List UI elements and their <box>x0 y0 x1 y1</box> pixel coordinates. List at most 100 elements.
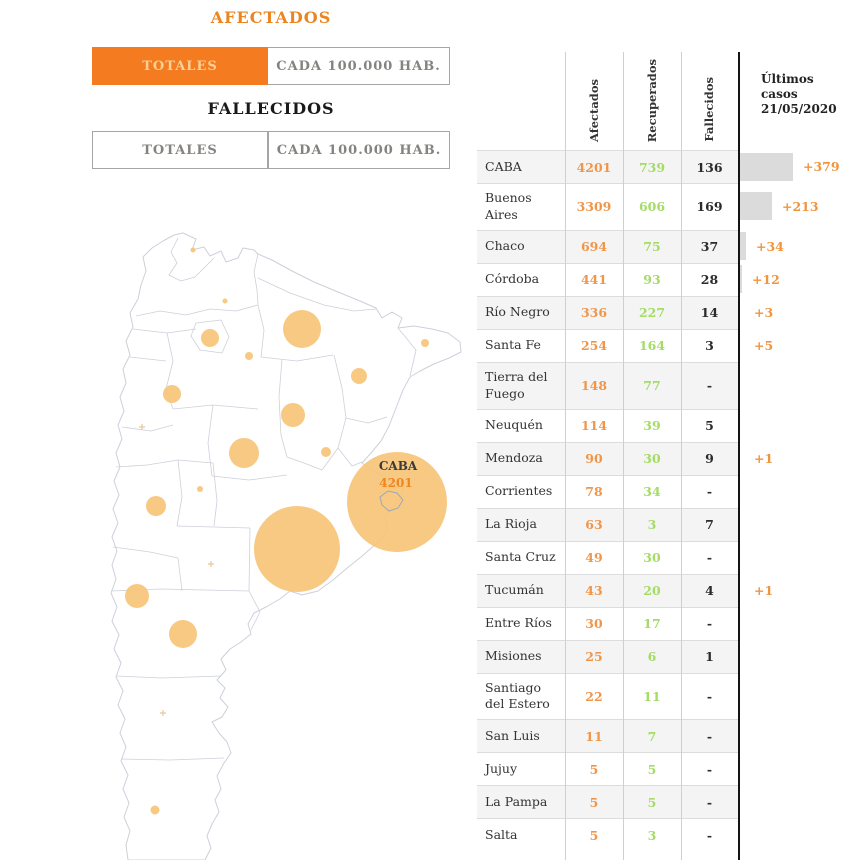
column-divider-1 <box>565 52 566 860</box>
case-bubble-chaco[interactable] <box>283 310 321 348</box>
afectados-value: 336 <box>580 305 608 321</box>
recuperados-value: 30 <box>643 451 661 466</box>
new-cases-cell <box>740 541 860 574</box>
fallecidos-value: 9 <box>705 451 714 466</box>
fallecidos-value: - <box>706 728 713 744</box>
recuperados-value: 3 <box>647 517 657 532</box>
afectados-value: 441 <box>580 272 608 288</box>
case-bubble-santa-cruz[interactable] <box>150 805 160 815</box>
recuperados-value: 164 <box>638 338 666 354</box>
province-name: Jujuy <box>485 760 518 776</box>
case-bubble-neuquen[interactable] <box>125 584 149 608</box>
table-row: Jujuy 5 5 - <box>477 752 860 786</box>
small-cases-marker-la-pampa <box>208 561 214 567</box>
new-cases-cell <box>740 508 860 541</box>
fallecidos-tab-totales[interactable]: TOTALES <box>92 131 268 169</box>
case-bubble-salta[interactable] <box>222 298 228 304</box>
province-name: Entre Ríos <box>485 615 552 631</box>
table-row: Córdoba 441 93 28 +12 <box>477 262 860 296</box>
new-cases-value: +34 <box>756 238 784 254</box>
case-bubble-la-rioja[interactable] <box>163 385 181 403</box>
new-cases-cell: +213 <box>740 183 860 230</box>
province-name: Misiones <box>485 648 542 664</box>
province-name: Córdoba <box>485 271 540 287</box>
new-cases-cell <box>740 409 860 442</box>
fallecidos-tab-per-100000[interactable]: CADA 100.000 HAB. <box>268 131 450 169</box>
table-row: Mendoza 90 30 9 +1 <box>477 441 860 475</box>
column-divider-black <box>738 52 740 860</box>
case-bubble-buenos-aires[interactable] <box>254 506 340 592</box>
recuperados-value: 739 <box>638 159 666 175</box>
afectados-value: 5 <box>589 827 599 843</box>
fallecidos-value: - <box>706 484 713 499</box>
table-row: Tierra del Fuego 148 77 - <box>477 361 860 409</box>
new-cases-value: +12 <box>752 271 780 287</box>
afectados-value: 25 <box>585 649 603 664</box>
fallecidos-tab-group: TOTALES CADA 100.000 HAB. <box>92 131 450 169</box>
case-bubble-rio-negro[interactable] <box>169 620 197 648</box>
new-cases-cell: +5 <box>740 329 860 362</box>
fallecidos-value: - <box>706 550 713 565</box>
new-cases-bar <box>740 152 793 181</box>
fallecidos-value: 169 <box>696 199 723 215</box>
table-row: Misiones 25 6 1 <box>477 639 860 673</box>
new-cases-bar <box>740 265 742 294</box>
table-header: Afectados Recuperados Fallecidos Últimos… <box>477 50 860 150</box>
afectados-value: 49 <box>585 550 603 565</box>
case-bubbles-layer <box>125 247 447 815</box>
province-name: Buenos Aires <box>485 190 532 222</box>
province-name: Neuquén <box>485 417 543 433</box>
fallecidos-value: 37 <box>700 239 719 255</box>
afectados-value: 78 <box>585 484 603 499</box>
afectados-value: 3309 <box>576 199 612 215</box>
table-row: Corrientes 78 34 - <box>477 474 860 508</box>
case-bubble-santiago-del-estero[interactable] <box>245 352 253 360</box>
afectados-value: 4201 <box>576 159 612 175</box>
new-cases-bar <box>740 232 746 261</box>
recuperados-value: 227 <box>638 305 666 321</box>
recuperados-value: 75 <box>643 239 661 255</box>
case-bubble-entre-rios[interactable] <box>321 447 331 457</box>
case-bubble-misiones[interactable] <box>421 339 429 347</box>
column-divider-3 <box>681 52 682 860</box>
case-bubble-santa-fe[interactable] <box>281 403 305 427</box>
case-bubble-mendoza[interactable] <box>146 496 166 516</box>
new-cases-cell <box>740 818 860 851</box>
recuperados-value: 3 <box>647 827 657 843</box>
case-bubble-corrientes[interactable] <box>351 368 367 384</box>
afectados-value: 254 <box>580 338 608 354</box>
recuperados-value: 11 <box>643 688 661 704</box>
fallecidos-value: - <box>706 827 713 843</box>
case-bubble-tucuman[interactable] <box>201 329 219 347</box>
recuperados-value: 7 <box>647 728 657 744</box>
new-cases-cell: +1 <box>740 574 860 607</box>
case-bubble-cordoba[interactable] <box>229 438 259 468</box>
fallecidos-value: 7 <box>705 517 714 532</box>
fallecidos-value: - <box>706 761 713 777</box>
fallecidos-value: - <box>706 616 713 631</box>
new-cases-cell <box>740 719 860 752</box>
recuperados-value: 17 <box>643 616 661 631</box>
new-cases-cell <box>740 475 860 508</box>
afectados-value: 90 <box>585 451 603 466</box>
afectados-tab-totales[interactable]: TOTALES <box>92 47 268 85</box>
new-cases-value: +3 <box>754 304 774 320</box>
afectados-value: 5 <box>589 794 599 810</box>
recuperados-value: 606 <box>638 199 666 215</box>
caba-province-outline <box>379 490 404 512</box>
fallecidos-value: - <box>706 378 713 394</box>
table-body: CABA 4201 739 136 +379 Buenos Aires 3309… <box>477 150 860 852</box>
new-cases-cell <box>740 640 860 673</box>
new-cases-value: +213 <box>782 198 819 214</box>
province-name: Salta <box>485 826 518 842</box>
fallecidos-value: 5 <box>705 418 714 433</box>
table-row: La Pampa 5 5 - <box>477 785 860 819</box>
new-cases-cell: +12 <box>740 263 860 296</box>
afectados-tab-per-100000[interactable]: CADA 100.000 HAB. <box>268 47 450 85</box>
new-cases-cell <box>740 362 860 409</box>
afectados-value: 43 <box>585 583 603 598</box>
header-ultimos-casos: Últimos casos 21/05/2020 <box>761 72 837 116</box>
case-bubble-san-luis[interactable] <box>197 486 203 492</box>
case-bubble-jujuy[interactable] <box>190 247 196 253</box>
case-bubble-caba[interactable] <box>347 452 447 552</box>
